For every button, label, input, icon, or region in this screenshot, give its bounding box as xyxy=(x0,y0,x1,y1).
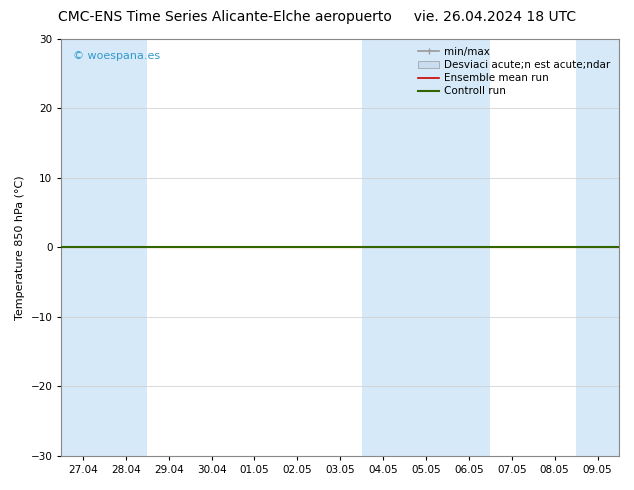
Text: © woespana.es: © woespana.es xyxy=(73,51,160,61)
Bar xyxy=(361,39,404,456)
Bar xyxy=(448,39,490,456)
Text: CMC-ENS Time Series Alicante-Elche aeropuerto     vie. 26.04.2024 18 UTC: CMC-ENS Time Series Alicante-Elche aerop… xyxy=(58,10,576,24)
Bar xyxy=(404,39,448,456)
Bar xyxy=(61,39,105,456)
Legend: min/max, Desviaci acute;n est acute;ndar, Ensemble mean run, Controll run: min/max, Desviaci acute;n est acute;ndar… xyxy=(415,44,614,99)
Y-axis label: Temperature 850 hPa (°C): Temperature 850 hPa (°C) xyxy=(15,175,25,319)
Bar xyxy=(105,39,147,456)
Bar xyxy=(576,39,619,456)
